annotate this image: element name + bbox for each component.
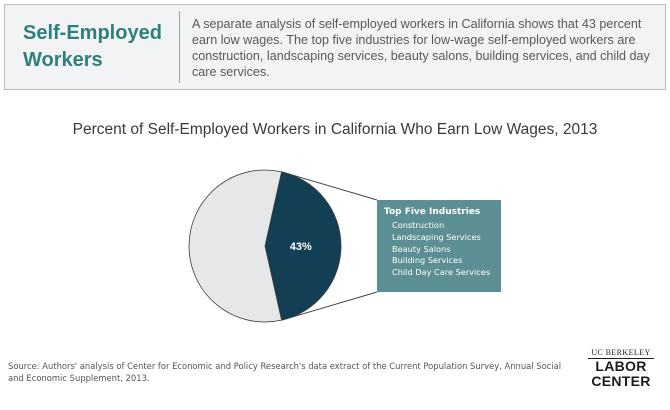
pie-slice-other <box>188 169 283 323</box>
pie-group: 43% <box>188 169 378 323</box>
callout-connector-lines <box>281 171 378 321</box>
logo-word-labor: LABOR <box>595 358 647 374</box>
pie-slice-label: 43% <box>290 241 312 253</box>
chart-title: Percent of Self-Employed Workers in Cali… <box>72 121 598 138</box>
logo-university: UC BERKELEY <box>588 348 654 359</box>
logo-word-center: CENTER <box>591 373 651 389</box>
industry-item-construction: Construction <box>392 220 445 230</box>
industry-item-landscaping: Landscaping Services <box>392 231 481 242</box>
header-divider <box>179 11 180 83</box>
pie-slice-low-wage <box>264 171 342 321</box>
section-title: Self-Employed Workers <box>23 22 162 71</box>
intro-panel: Self-Employed Workers A separate analysi… <box>4 4 666 90</box>
callout-title: Top Five Industries <box>384 207 481 217</box>
industry-list: Construction Landscaping Services Beauty… <box>384 220 495 279</box>
labor-center-logo: UC BERKELEY LABOR CENTER <box>588 348 654 394</box>
industry-item-child-day-care: Child Day Care Services <box>392 267 491 278</box>
source-note: Source: Authors' analysis of Center for … <box>8 361 562 383</box>
industry-item-building-services: Building Services <box>392 255 463 266</box>
industry-item-beauty-salons: Beauty Salons <box>392 243 451 254</box>
top-industries-callout: Top Five Industries Construction Landsca… <box>377 200 501 292</box>
section-description: A separate analysis of self-employed wor… <box>192 17 650 79</box>
